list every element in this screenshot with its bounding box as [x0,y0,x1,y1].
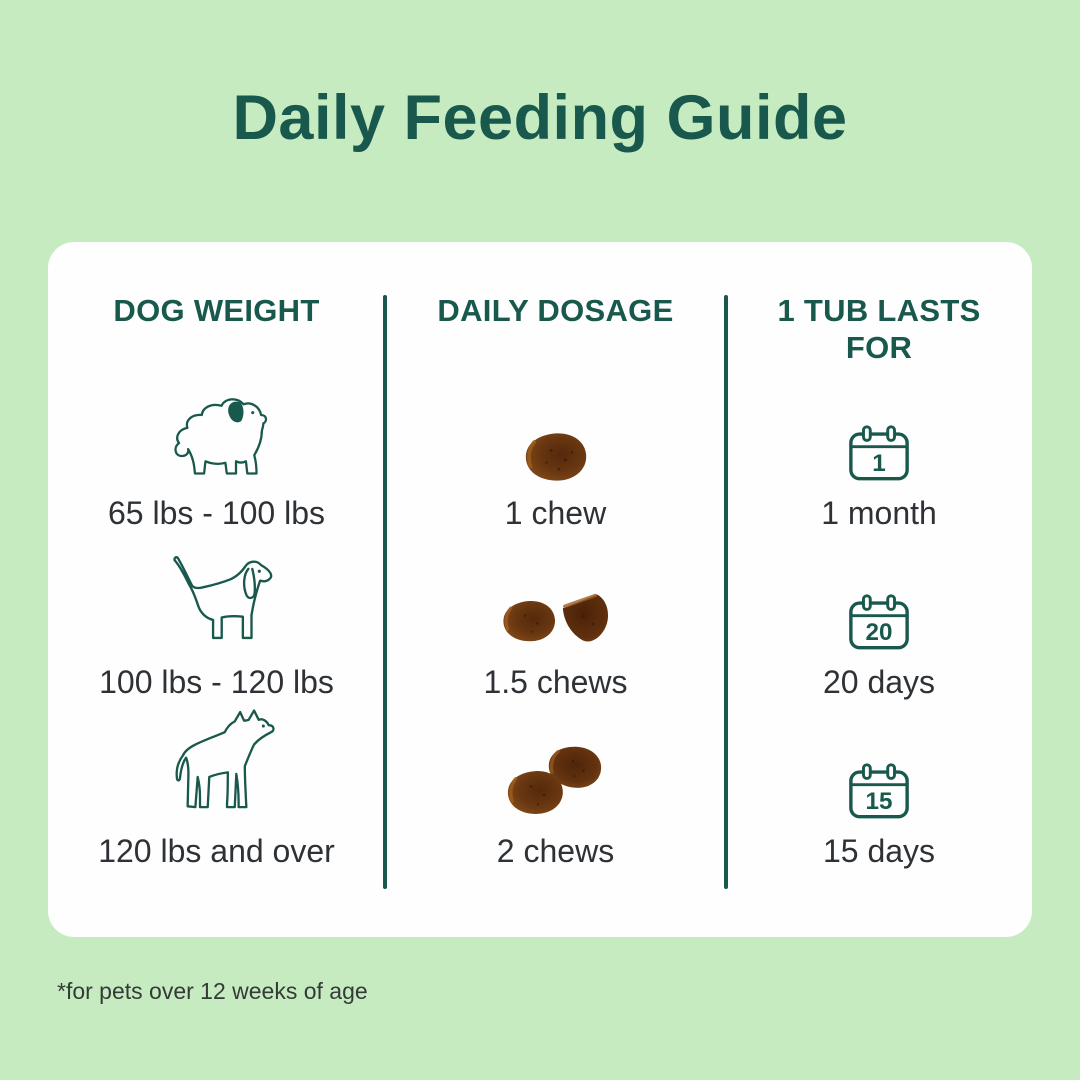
calendar-icon: 1 [849,425,909,481]
calendar-ring [886,763,896,780]
table-row: 65 lbs - 100 lbs [48,368,385,537]
chew-speckles [581,614,595,626]
calendar-number: 1 [872,450,885,477]
fluffy-dog-icon [160,368,274,491]
calendar-ring [862,425,872,442]
column-tub-lasts: 1 TUB LASTS FOR 1 1 month [726,242,1032,937]
daily-dosage-value: 1 chew [504,495,607,531]
calendar-ring [862,763,872,780]
chew-speckles [571,759,585,778]
calendar-body [849,601,909,650]
great-dane-dog-icon [175,709,275,809]
great-dane-dog-icon [154,706,280,829]
column-header-daily-dosage: DAILY DOSAGE [437,293,674,328]
hound-dog-icon [154,537,280,660]
dog-weight-value: 120 lbs and over [98,833,335,869]
calendar-ring [862,594,872,611]
table-row: 15 15 days [726,706,1032,875]
dog-weight-value: 100 lbs - 120 lbs [99,664,334,700]
two-chews-icon [507,746,601,814]
table-row: 1 1 month [726,368,1032,537]
chew-rim-highlight [508,777,517,803]
dog-eye [261,724,265,728]
table-row: 1.5 chews [385,537,726,706]
calendar-icon: 15 [847,706,911,829]
tub-lasts-value: 15 days [822,833,936,869]
chew-rim-highlight [549,749,560,774]
calendar-number: 20 [866,619,893,646]
one-chew-icon [525,433,586,481]
dog-eye [257,569,261,573]
dog-outline [173,398,267,475]
fluffy-dog-icon [173,398,267,475]
hound-dog-icon [172,556,272,640]
chew-speckles [544,448,573,471]
chew [507,771,563,814]
chew-upper [548,746,601,788]
chew [548,746,601,788]
age-footnote: *for pets over 12 weeks of age [57,978,368,1004]
dog-weight-value: 65 lbs - 100 lbs [107,495,325,531]
table-row: 100 lbs - 120 lbs [48,537,385,706]
chew-rim-highlight [526,440,536,469]
chew-half [562,594,608,642]
column-header-tub-lasts: 1 TUB LASTS FOR [777,293,981,365]
one-and-half-chews-icon [502,593,608,642]
feeding-table: DOG WEIGHT 65 lbs - 100 lbs [48,242,1032,937]
page-title: Daily Feeding Guide [232,83,848,153]
calendar-body [849,770,909,819]
calendar-icon: 1 [847,368,911,491]
dog-eye [250,411,254,415]
tub-lasts-value: 20 days [822,664,936,700]
daily-dosage-value: 2 chews [496,833,615,869]
calendar-ring [886,425,896,442]
column-header-dog-weight: DOG WEIGHT [113,293,320,328]
calendar-icon: 20 [849,594,909,650]
feeding-table-card: DOG WEIGHT 65 lbs - 100 lbs [48,242,1032,937]
calendar-icon: 15 [849,763,909,819]
chew-rim-highlight [504,606,512,631]
dog-ear [242,567,256,600]
chew [502,600,555,642]
calendar-body [849,432,909,481]
column-divider-1 [383,295,387,889]
table-row: 120 lbs and over [48,706,385,875]
table-row: 20 20 days [726,537,1032,706]
one-and-half-chews-icon [501,537,611,660]
full-chew [502,600,555,642]
column-daily-dosage: DAILY DOSAGE [385,242,726,937]
dog-ear [227,401,244,423]
dog-outline [175,709,275,809]
tub-lasts-value: 1 month [821,495,937,531]
two-chews-icon [505,706,607,829]
column-divider-2 [724,295,728,889]
calendar-number: 15 [866,788,893,815]
chew-speckles [523,614,539,633]
table-row: 1 chew [385,368,726,537]
daily-dosage-value: 1.5 chews [483,664,628,700]
half-chew [562,593,608,642]
calendar-icon: 20 [847,537,911,660]
chew [525,433,586,481]
chew-lower [507,771,563,814]
chew-speckles [529,785,545,806]
column-dog-weight: DOG WEIGHT 65 lbs - 100 lbs [48,242,385,937]
chew-cut-highlight [562,593,597,608]
table-row: 2 chews [385,706,726,875]
dog-outline [172,556,272,640]
calendar-ring [886,594,896,611]
one-chew-icon [523,368,589,491]
